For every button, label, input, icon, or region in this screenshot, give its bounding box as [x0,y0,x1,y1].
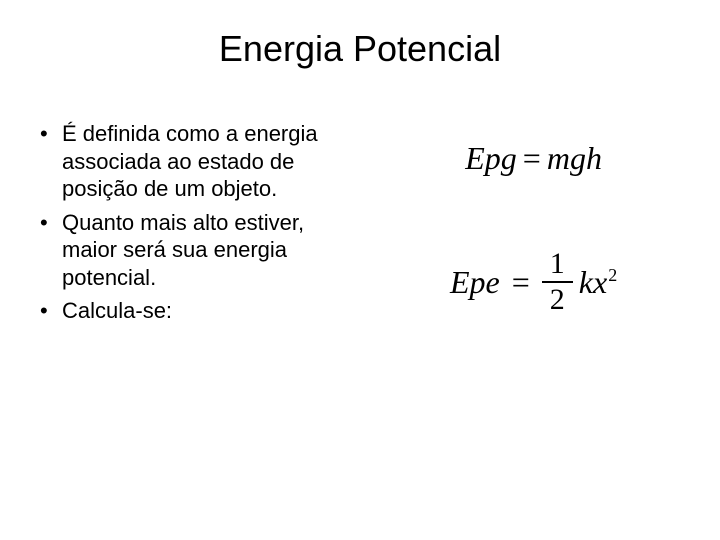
bullet-item: Quanto mais alto estiver, maior será sua… [40,209,357,292]
formula-lhs: Epe [450,264,500,301]
bullet-item: É definida como a energia associada ao e… [40,120,357,203]
left-column: É definida como a energia associada ao e… [40,120,357,331]
formula-lhs: Epg [465,140,517,176]
fraction: 1 2 [542,247,573,317]
right-column: Epg=mgh Epe = 1 2 kx2 [387,120,680,331]
formula-var: kx2 [579,264,617,301]
slide-title: Energia Potencial [40,28,680,70]
formula-epe: Epe = 1 2 kx2 [450,247,617,317]
formula-rhs: mgh [547,140,602,176]
bullet-item: Calcula-se: [40,297,357,325]
equals-sign: = [523,140,541,176]
formula-epg: Epg=mgh [465,140,602,177]
fraction-numerator: 1 [542,247,573,281]
bullet-list: É definida como a energia associada ao e… [40,120,357,325]
variable-kx: kx [579,264,607,300]
equals-sign: = [512,264,530,301]
exponent: 2 [608,265,617,285]
fraction-denominator: 2 [542,283,573,317]
content-row: É definida como a energia associada ao e… [40,120,680,331]
slide: Energia Potencial É definida como a ener… [0,0,720,540]
